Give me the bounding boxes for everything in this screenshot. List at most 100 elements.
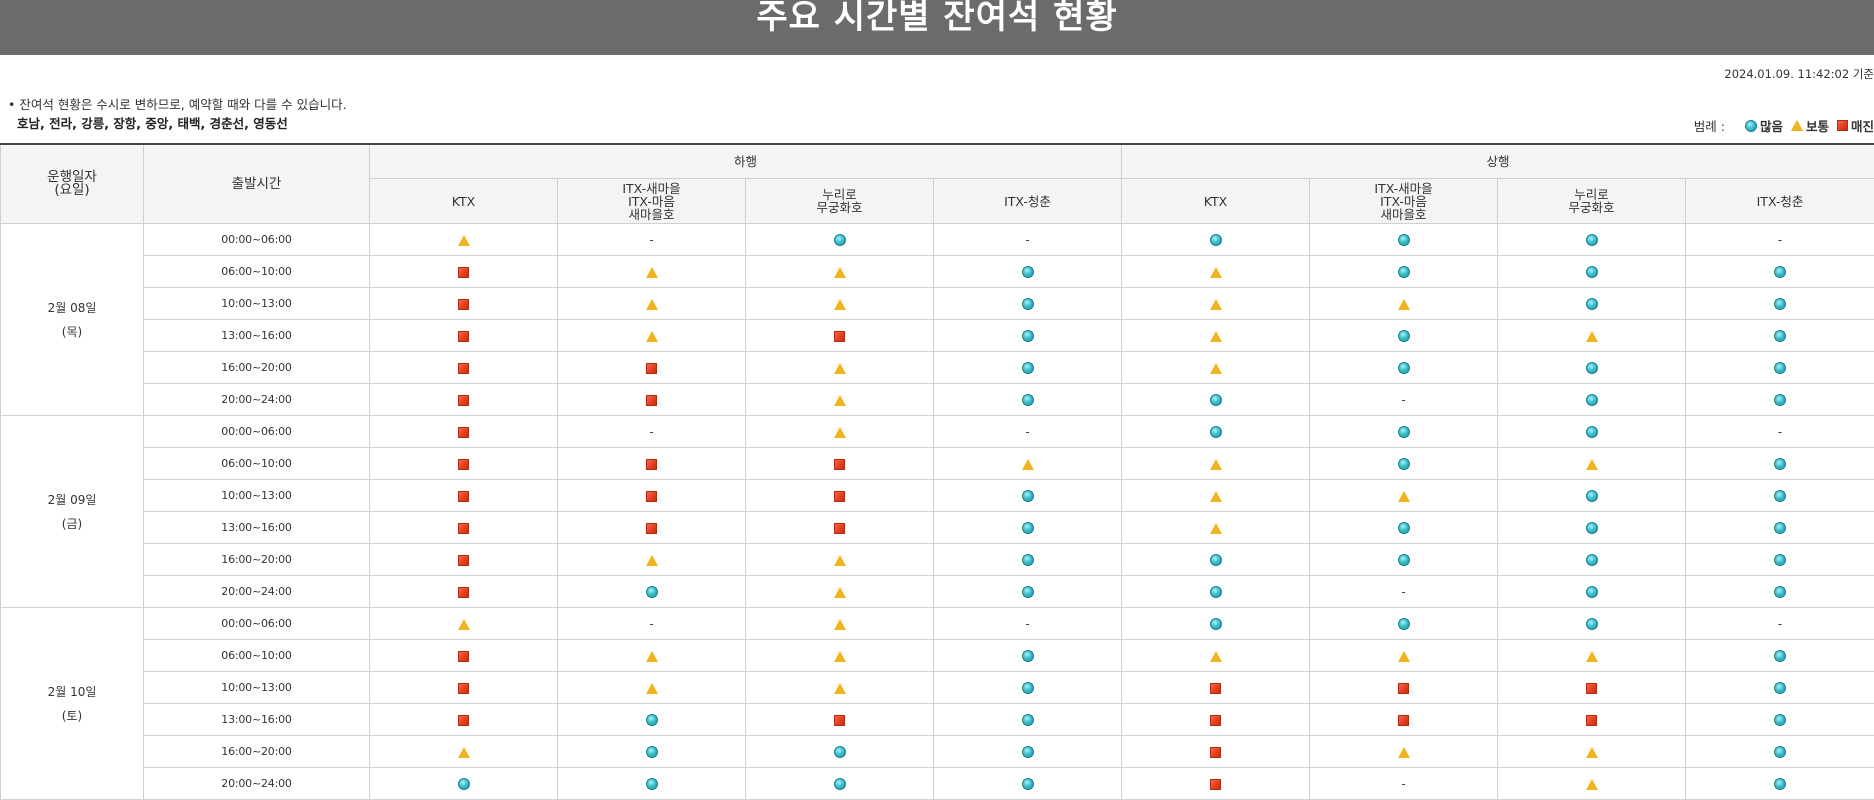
status-cell — [1122, 384, 1310, 416]
header-down: 하행 — [370, 144, 1122, 179]
status-cell — [1686, 288, 1874, 320]
date-cell: 2월 08일(목) — [1, 224, 144, 416]
status-cell — [934, 384, 1122, 416]
yellow-triangle-icon — [834, 555, 846, 566]
status-cell — [1310, 288, 1498, 320]
date-label: 2월 09일 — [1, 488, 143, 512]
date-cell: 2월 10일(토) — [1, 608, 144, 800]
yellow-triangle-icon — [1398, 299, 1410, 310]
status-cell — [1122, 448, 1310, 480]
cyan-circle-icon — [834, 778, 846, 790]
status-cell — [370, 640, 558, 672]
status-cell — [1310, 416, 1498, 448]
status-cell — [934, 704, 1122, 736]
red-square-icon — [646, 491, 657, 502]
table-row: 16:00~20:00 — [1, 736, 1874, 768]
legend-normal-label: 보통 — [1806, 116, 1829, 135]
red-square-icon — [646, 459, 657, 470]
status-cell — [746, 416, 934, 448]
status-cell — [370, 576, 558, 608]
status-cell — [746, 704, 934, 736]
legend-plenty-label: 많음 — [1760, 116, 1783, 135]
table-row: 13:00~16:00 — [1, 512, 1874, 544]
status-cell — [1686, 672, 1874, 704]
cyan-circle-icon — [1022, 682, 1034, 694]
status-cell — [1498, 544, 1686, 576]
status-cell — [558, 544, 746, 576]
table-row: 20:00~24:00- — [1, 384, 1874, 416]
status-cell — [1498, 448, 1686, 480]
status-cell — [1310, 736, 1498, 768]
cyan-circle-icon — [1022, 362, 1034, 374]
weekday-label: (토) — [1, 704, 143, 728]
status-cell: - — [1310, 576, 1498, 608]
yellow-triangle-icon — [1586, 459, 1598, 470]
yellow-triangle-icon — [1586, 779, 1598, 790]
page-title: 주요 시간별 잔여석 현황 — [0, 0, 1874, 55]
status-cell — [1498, 320, 1686, 352]
cyan-circle-icon — [1774, 458, 1786, 470]
status-cell — [1498, 384, 1686, 416]
status-cell — [370, 384, 558, 416]
yellow-triangle-icon — [1210, 523, 1222, 534]
status-cell — [1310, 640, 1498, 672]
status-cell — [1122, 704, 1310, 736]
yellow-triangle-icon — [1210, 459, 1222, 470]
yellow-triangle-icon — [1398, 747, 1410, 758]
time-slot: 20:00~24:00 — [144, 576, 370, 608]
status-cell — [934, 480, 1122, 512]
status-cell — [558, 576, 746, 608]
status-cell — [746, 352, 934, 384]
table-row: 10:00~13:00 — [1, 288, 1874, 320]
legend-plenty: 많음 — [1745, 116, 1783, 135]
status-cell: - — [1686, 224, 1874, 256]
cyan-circle-icon — [1398, 618, 1410, 630]
red-square-icon — [458, 683, 469, 694]
cyan-circle-icon — [1210, 618, 1222, 630]
cyan-circle-icon — [1586, 298, 1598, 310]
cyan-circle-icon — [1210, 554, 1222, 566]
status-cell — [1498, 512, 1686, 544]
status-cell — [370, 352, 558, 384]
red-square-icon — [458, 587, 469, 598]
time-slot: 10:00~13:00 — [144, 480, 370, 512]
yellow-triangle-icon — [1398, 491, 1410, 502]
status-cell — [934, 544, 1122, 576]
cyan-circle-icon — [1774, 394, 1786, 406]
cyan-circle-icon — [1022, 298, 1034, 310]
status-cell — [1686, 320, 1874, 352]
table-row: 10:00~13:00 — [1, 480, 1874, 512]
time-slot: 13:00~16:00 — [144, 320, 370, 352]
line-list: 호남, 전라, 강릉, 장항, 중앙, 태백, 경춘선, 영동선 — [17, 113, 288, 132]
red-square-icon — [458, 427, 469, 438]
cyan-circle-icon — [1022, 554, 1034, 566]
cyan-circle-icon — [1210, 586, 1222, 598]
cyan-circle-icon — [646, 746, 658, 758]
status-cell — [934, 640, 1122, 672]
red-square-icon — [458, 331, 469, 342]
status-cell — [1122, 576, 1310, 608]
status-cell — [558, 320, 746, 352]
status-cell — [1122, 736, 1310, 768]
status-cell — [1122, 352, 1310, 384]
red-square-icon — [1398, 715, 1409, 726]
status-cell — [934, 576, 1122, 608]
status-cell — [558, 736, 746, 768]
header-down-train-3: ITX-청춘 — [934, 179, 1122, 224]
header-down-train-2: 누리로 무궁화호 — [746, 179, 934, 224]
yellow-triangle-icon — [1022, 459, 1034, 470]
status-cell — [1498, 672, 1686, 704]
legend: 범례 : 많음 보통 매진 — [1694, 116, 1874, 135]
status-cell — [1498, 288, 1686, 320]
status-cell — [1310, 480, 1498, 512]
header-down-train-0: KTX — [370, 179, 558, 224]
cyan-circle-icon — [834, 234, 846, 246]
cyan-circle-icon — [1022, 394, 1034, 406]
cyan-circle-icon — [1774, 586, 1786, 598]
status-cell — [1122, 288, 1310, 320]
yellow-triangle-icon — [834, 683, 846, 694]
red-square-icon — [458, 267, 469, 278]
status-cell — [934, 448, 1122, 480]
yellow-triangle-icon — [1210, 331, 1222, 342]
yellow-triangle-icon — [458, 619, 470, 630]
